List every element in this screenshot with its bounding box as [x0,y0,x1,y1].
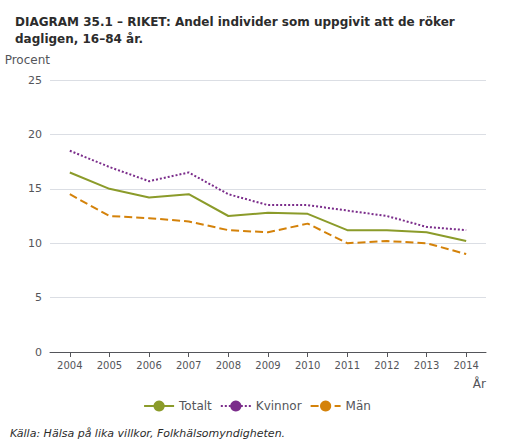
svg-text:5: 5 [35,291,42,304]
svg-text:20: 20 [28,128,42,141]
svg-text:10: 10 [28,237,42,250]
svg-text:0: 0 [35,346,42,359]
svg-text:2004: 2004 [57,360,82,371]
svg-text:2010: 2010 [295,360,320,371]
svg-text:dagligen, 16–84 år.: dagligen, 16–84 år. [15,32,143,46]
svg-text:2005: 2005 [97,360,122,371]
svg-text:Totalt: Totalt [178,399,212,413]
svg-text:25: 25 [28,74,42,87]
svg-text:2013: 2013 [414,360,439,371]
svg-text:År: År [473,376,486,391]
svg-text:Procent: Procent [5,53,51,67]
svg-text:2009: 2009 [255,360,280,371]
svg-text:Kvinnor: Kvinnor [256,399,302,413]
svg-text:Män: Män [346,399,371,413]
svg-text:2014: 2014 [453,360,478,371]
svg-text:2008: 2008 [216,360,241,371]
svg-text:15: 15 [28,182,42,195]
svg-text:DIAGRAM 35.1 – RIKET: Andel in: DIAGRAM 35.1 – RIKET: Andel individer so… [15,15,455,29]
svg-text:2012: 2012 [374,360,399,371]
svg-text:2006: 2006 [136,360,161,371]
svg-text:Källa: Hälsa på lika villkor,: Källa: Hälsa på lika villkor, Folkhälsom… [10,427,285,440]
svg-text:2011: 2011 [335,360,360,371]
svg-text:2007: 2007 [176,360,201,371]
